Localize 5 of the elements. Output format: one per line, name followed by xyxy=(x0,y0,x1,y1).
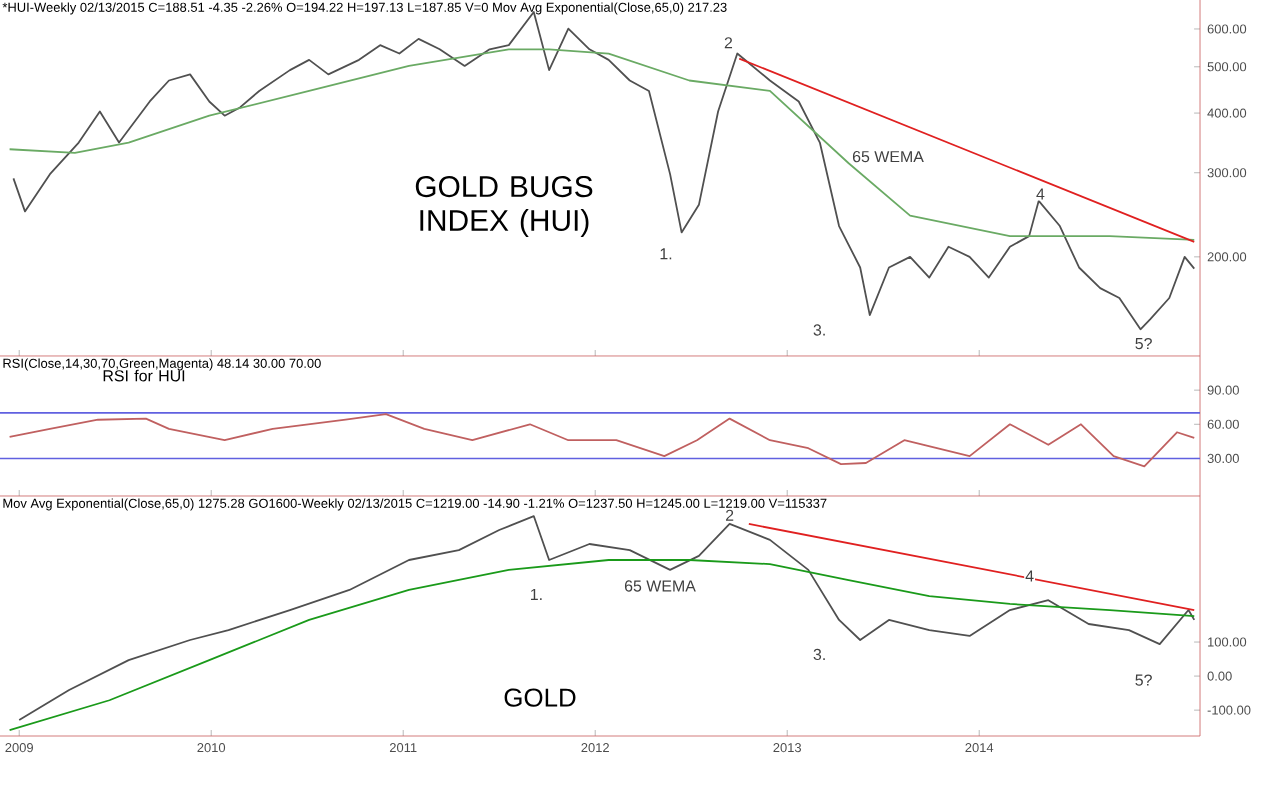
line-series xyxy=(8,559,1196,732)
line-series xyxy=(8,413,1196,468)
line-series xyxy=(8,48,1196,241)
text: GOLD xyxy=(504,688,576,707)
text: GOLD BUGS INDEX (HUI) xyxy=(415,175,593,237)
